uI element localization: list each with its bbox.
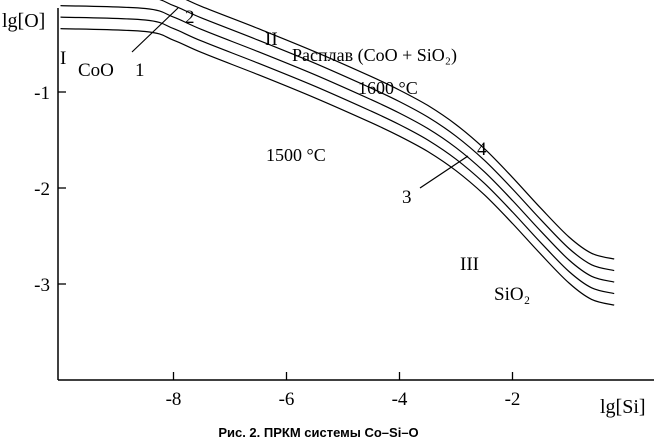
isotherm-curve-2 — [60, 16, 615, 295]
isotherm-curve-1 — [60, 28, 615, 306]
curve-3-label: 3 — [402, 187, 412, 208]
temp-1600-label: 1600 °C — [358, 78, 418, 98]
region-ii-label: II — [265, 29, 278, 50]
figure-caption: Рис. 2. ПРКМ системы Co–Si–O — [218, 425, 419, 440]
x-tick-label: -4 — [392, 389, 408, 410]
region-i-label: I — [60, 48, 66, 69]
melt-label: Расплав (CoO + SiO₂) — [292, 45, 457, 66]
boundary-line-1-2 — [131, 7, 179, 53]
x-tick-label: -2 — [505, 389, 521, 410]
curve-1-label: 1 — [135, 60, 145, 81]
x-tick-label: -8 — [166, 389, 182, 410]
temp-1500-label: 1500 °C — [266, 145, 326, 165]
isotherm-curve-3 — [60, 5, 615, 283]
y-tick-label: -3 — [34, 275, 50, 296]
y-tick-label: -1 — [34, 83, 50, 104]
sio2-label: SiO₂ — [494, 284, 530, 305]
curve-2-label: 2 — [185, 7, 195, 28]
x-tick-label: -6 — [279, 389, 295, 410]
coo-label: CoO — [78, 60, 114, 81]
isotherm-curve-4 — [159, 0, 615, 272]
x-axis-label: lg[Si] — [600, 396, 646, 418]
y-tick-label: -2 — [34, 179, 50, 200]
boundary-line-3-4 — [419, 155, 469, 189]
isotherm-curve-5 — [185, 0, 615, 260]
y-axis-label: lg[O] — [2, 10, 45, 32]
curve-4-label: 4 — [477, 139, 487, 160]
region-iii-label: III — [460, 254, 479, 275]
